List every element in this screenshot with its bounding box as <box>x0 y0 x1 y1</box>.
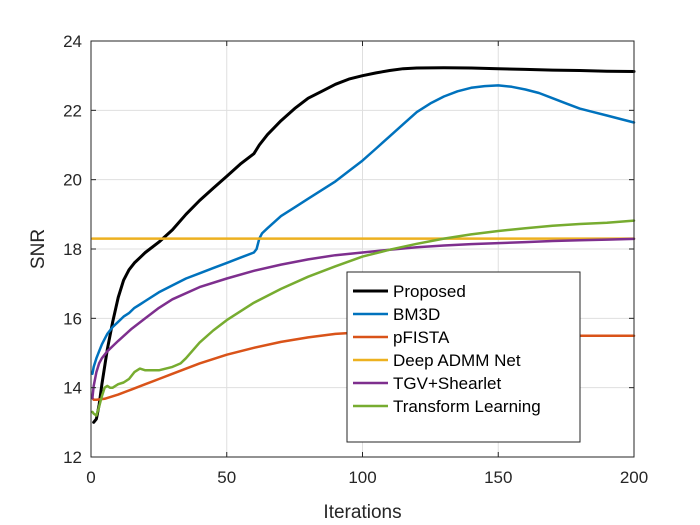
legend-items: Proposed BM3D pFISTA Deep ADMM Net TGV+Shear… <box>353 282 541 416</box>
axis-ticks: 0 50 100 150 200 12 14 16 18 20 22 24 <box>63 32 648 487</box>
y-tick-label: 22 <box>63 101 82 120</box>
y-tick-label: 14 <box>63 379 82 398</box>
legend: Proposed BM3D pFISTA Deep ADMM Net TGV+Shear… <box>346 271 581 443</box>
legend-label-pfista: pFISTA <box>393 328 450 347</box>
y-tick-label: 20 <box>63 171 82 190</box>
x-axis-label: Iterations <box>323 502 401 523</box>
y-tick-label: 24 <box>63 32 82 51</box>
legend-label-tgv-shearlet: TGV+Shearlet <box>393 374 501 393</box>
series-line-proposed <box>92 66 636 424</box>
legend-label-proposed: Proposed <box>393 282 466 301</box>
x-tick-label: 150 <box>484 468 512 487</box>
x-tick-label: 0 <box>86 468 95 487</box>
series-line-tgv-shearlet <box>91 237 636 400</box>
y-tick-label: 12 <box>63 448 82 467</box>
legend-box <box>346 271 581 443</box>
series-layer <box>91 66 636 424</box>
legend-label-bm3d: BM3D <box>393 305 440 324</box>
y-tick-label: 18 <box>63 240 82 259</box>
legend-label-transform-learning: Transform Learning <box>393 397 541 416</box>
series-line-transform-learning <box>91 219 636 417</box>
y-tick-label: 16 <box>63 309 82 328</box>
y-axis-label: SNR <box>28 229 49 269</box>
x-tick-label: 200 <box>620 468 648 487</box>
x-tick-label: 50 <box>217 468 236 487</box>
x-tick-label: 100 <box>348 468 376 487</box>
series-line-bm3d <box>91 84 636 376</box>
legend-label-deep-admm-net: Deep ADMM Net <box>393 351 521 370</box>
